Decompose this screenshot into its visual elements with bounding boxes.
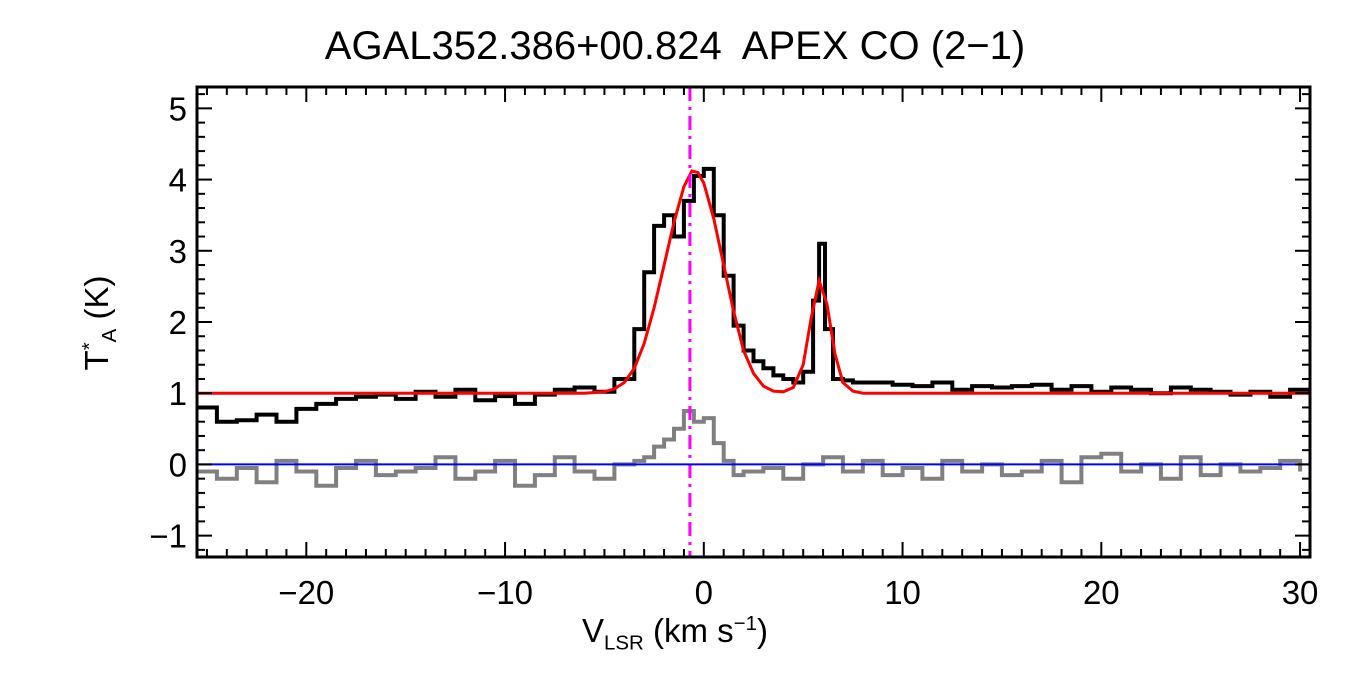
- y-tick-label: −1: [149, 518, 187, 555]
- x-axis-label-main: V: [582, 612, 605, 649]
- x-tick-label: −10: [477, 574, 533, 611]
- chart-title: AGAL352.386+00.824 APEX CO (2−1): [324, 24, 1026, 68]
- series-layer: [197, 166, 1310, 488]
- y-tick-label: 1: [169, 375, 187, 412]
- y-tick-label: 2: [169, 304, 187, 341]
- gaussian-fit-line: [197, 169, 1310, 395]
- x-axis-label-sup: −1: [733, 612, 757, 635]
- y-axis-label-sub: A: [97, 328, 121, 343]
- x-tick-label: 30: [1282, 574, 1319, 611]
- y-axis-label-unit: (K): [78, 275, 116, 329]
- y-tick-label: 5: [169, 90, 187, 127]
- y-axis-label: T*A (K): [78, 276, 122, 371]
- x-tick-label: 0: [695, 574, 713, 611]
- x-axis-label: VLSR (km s−1): [0, 612, 1350, 656]
- x-axis-label-sub: LSR: [604, 631, 644, 655]
- observed-spectrum-line: [197, 166, 1310, 424]
- x-axis-label-close: ): [756, 612, 768, 649]
- residual-spectrum-line: [197, 409, 1303, 488]
- reference-lines: [197, 87, 1310, 557]
- x-tick-label: 10: [884, 574, 921, 611]
- y-tick-label: 0: [169, 446, 187, 483]
- plot-frame: [195, 85, 1312, 559]
- x-tick-label: 20: [1083, 574, 1120, 611]
- y-axis-label-sup: *: [78, 342, 102, 351]
- y-tick-label: 4: [169, 162, 187, 199]
- x-tick-label: −20: [278, 574, 334, 611]
- x-axis-label-unit: (km s: [643, 612, 734, 649]
- y-tick-label: 3: [169, 233, 187, 270]
- y-axis-label-main: T: [78, 350, 116, 371]
